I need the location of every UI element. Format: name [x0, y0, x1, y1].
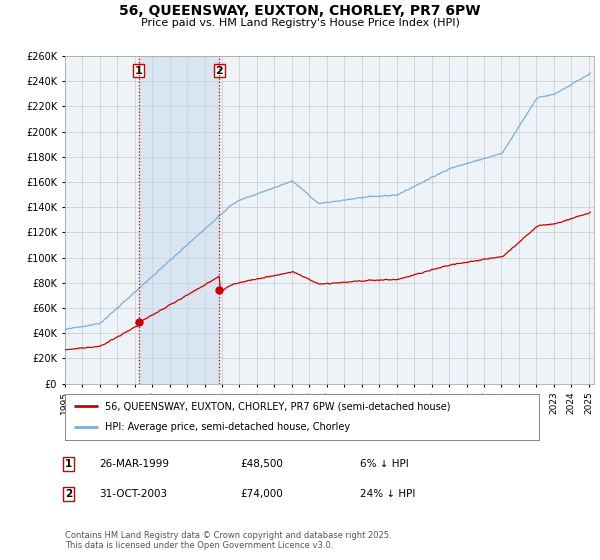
Text: £74,000: £74,000 [240, 489, 283, 499]
Text: 56, QUEENSWAY, EUXTON, CHORLEY, PR7 6PW (semi-detached house): 56, QUEENSWAY, EUXTON, CHORLEY, PR7 6PW … [105, 401, 451, 411]
Text: HPI: Average price, semi-detached house, Chorley: HPI: Average price, semi-detached house,… [105, 422, 350, 432]
Text: Contains HM Land Registry data © Crown copyright and database right 2025.
This d: Contains HM Land Registry data © Crown c… [65, 531, 391, 550]
Text: 2: 2 [65, 489, 72, 499]
Text: 1: 1 [65, 459, 72, 469]
Text: 6% ↓ HPI: 6% ↓ HPI [360, 459, 409, 469]
Text: 2: 2 [215, 66, 223, 76]
Bar [139, 56, 219, 384]
Text: £48,500: £48,500 [240, 459, 283, 469]
Text: Price paid vs. HM Land Registry's House Price Index (HPI): Price paid vs. HM Land Registry's House … [140, 18, 460, 29]
Text: 24% ↓ HPI: 24% ↓ HPI [360, 489, 415, 499]
Text: 1: 1 [135, 66, 143, 76]
Text: 31-OCT-2003: 31-OCT-2003 [99, 489, 167, 499]
Text: 56, QUEENSWAY, EUXTON, CHORLEY, PR7 6PW: 56, QUEENSWAY, EUXTON, CHORLEY, PR7 6PW [119, 4, 481, 18]
Text: 26-MAR-1999: 26-MAR-1999 [99, 459, 169, 469]
